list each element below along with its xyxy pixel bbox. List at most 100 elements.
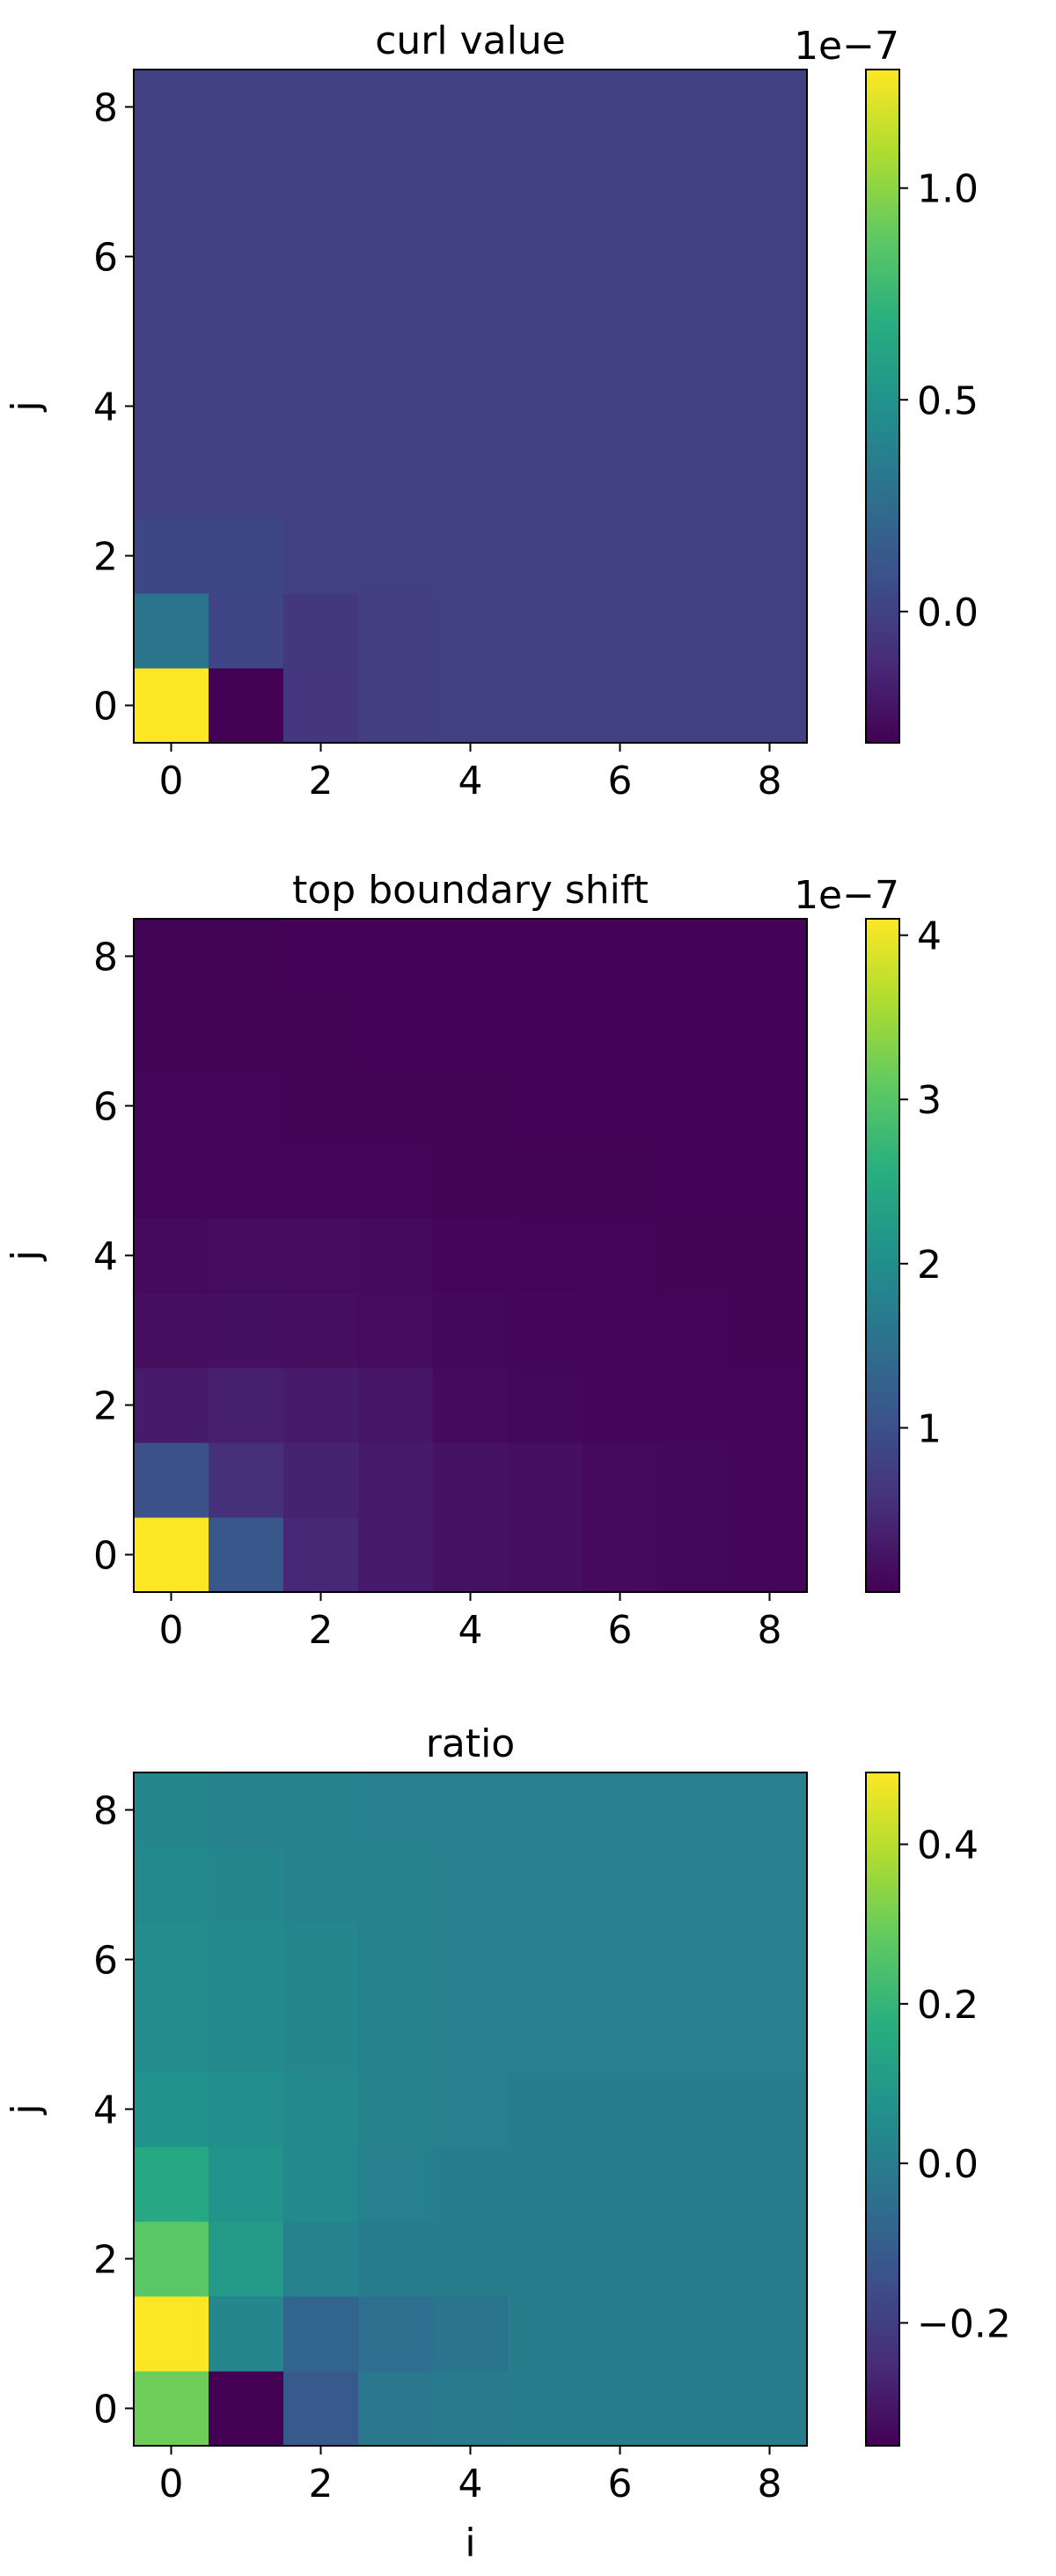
heatmap-cell [134, 1368, 209, 1443]
heatmap-cell [209, 1772, 284, 1848]
heatmap-cell [358, 444, 434, 519]
heatmap-cell [583, 1517, 658, 1593]
heatmap-cell [209, 2147, 284, 2222]
colorbar-tick-label: 4 [917, 914, 942, 959]
heatmap-cell [732, 219, 808, 295]
y-tick-label: 6 [93, 1085, 118, 1130]
x-tick-label: 0 [159, 1608, 184, 1653]
heatmap-cell [283, 1068, 359, 1144]
x-tick-label: 8 [758, 1608, 782, 1653]
heatmap-cell [433, 994, 509, 1069]
heatmap-cell [433, 294, 509, 370]
y-tick-label: 0 [93, 685, 118, 730]
heatmap-cell [283, 70, 359, 145]
heatmap-cell [657, 2147, 733, 2222]
heatmap-cell [732, 518, 808, 594]
colorbar-tick-label: 2 [917, 1243, 942, 1288]
heatmap-cell [732, 2221, 808, 2297]
heatmap-cell [732, 1772, 808, 1848]
heatmap-cell [283, 1368, 359, 1443]
heatmap-cell [732, 2296, 808, 2372]
heatmap-cell [732, 1847, 808, 1923]
heatmap-cell [583, 919, 658, 994]
heatmap-cell [732, 2147, 808, 2222]
heatmap-cell [134, 994, 209, 1069]
heatmap-cell [657, 1847, 733, 1923]
heatmap-cell [283, 1517, 359, 1593]
heatmap-cell [657, 2371, 733, 2447]
heatmap-cell [358, 994, 434, 1069]
heatmap-cell [657, 518, 733, 594]
heatmap-cell [508, 1368, 583, 1443]
heatmap-cell [283, 2221, 359, 2297]
heatmap-cell [358, 2072, 434, 2147]
heatmap-cell [283, 1772, 359, 1848]
heatmap-cell [433, 919, 509, 994]
heatmap-cell [433, 1293, 509, 1369]
heatmap-cell [583, 369, 658, 444]
heatmap-cell [358, 593, 434, 669]
heatmap-cell [358, 2371, 434, 2447]
heatmap-cell [209, 1997, 284, 2073]
heatmap-cell [508, 219, 583, 295]
x-tick-label: 2 [309, 2462, 334, 2506]
heatmap-cell [433, 1847, 509, 1923]
heatmap-cell [433, 2296, 509, 2372]
heatmap-cell [433, 518, 509, 594]
x-axis-label: i [465, 2521, 475, 2565]
heatmap-cell [732, 2371, 808, 2447]
heatmap-cell [508, 369, 583, 444]
heatmap-cell [657, 1293, 733, 1369]
heatmap-cell [283, 219, 359, 295]
heatmap-cell [508, 144, 583, 220]
heatmap-cell [657, 2072, 733, 2147]
heatmap-cell [358, 1922, 434, 1998]
colorbar-tick-label: −0.2 [917, 2301, 1011, 2346]
heatmap-cell [583, 144, 658, 220]
heatmap-cell [283, 444, 359, 519]
heatmap-cell [732, 1517, 808, 1593]
heatmap-cell [508, 444, 583, 519]
x-tick-label: 0 [159, 759, 184, 804]
heatmap-cell [657, 1997, 733, 2073]
heatmap-cell [358, 1068, 434, 1144]
heatmap-cell [508, 518, 583, 594]
heatmap-cell [732, 994, 808, 1069]
heatmap-cell [433, 1218, 509, 1294]
heatmap-cell [433, 2072, 509, 2147]
heatmap-cell [358, 1772, 434, 1848]
heatmap-cell [358, 70, 434, 145]
heatmap-cell [209, 1847, 284, 1923]
heatmap-cell [209, 593, 284, 669]
heatmap-cell [209, 2371, 284, 2447]
heatmap-cell [283, 294, 359, 370]
heatmap-cell [657, 1218, 733, 1294]
heatmap-cell [358, 1293, 434, 1369]
heatmap-cell [358, 144, 434, 220]
y-tick-label: 4 [93, 2088, 118, 2133]
heatmap-cell [583, 294, 658, 370]
heatmap-cell [508, 994, 583, 1069]
heatmap-cell [732, 294, 808, 370]
heatmap-cell [508, 1068, 583, 1144]
heatmap-cell [134, 144, 209, 220]
heatmap-cell [209, 1442, 284, 1518]
heatmap-cell [583, 668, 658, 744]
heatmap-cell [283, 2147, 359, 2222]
heatmap-cell [134, 1442, 209, 1518]
heatmap-cell [358, 2221, 434, 2297]
heatmap-cell [657, 994, 733, 1069]
heatmap-cell [583, 518, 658, 594]
heatmap-cell [508, 1143, 583, 1219]
heatmap-cell [583, 70, 658, 145]
heatmap-cell [732, 369, 808, 444]
heatmap-cell [358, 919, 434, 994]
heatmap-cell [732, 70, 808, 145]
heatmap-cell [433, 219, 509, 295]
heatmap-cell [209, 1368, 284, 1443]
y-tick-label: 2 [93, 535, 118, 580]
heatmap-cell [732, 144, 808, 220]
heatmap-cell [657, 1772, 733, 1848]
heatmap-cell [508, 2371, 583, 2447]
heatmap-cell [433, 144, 509, 220]
